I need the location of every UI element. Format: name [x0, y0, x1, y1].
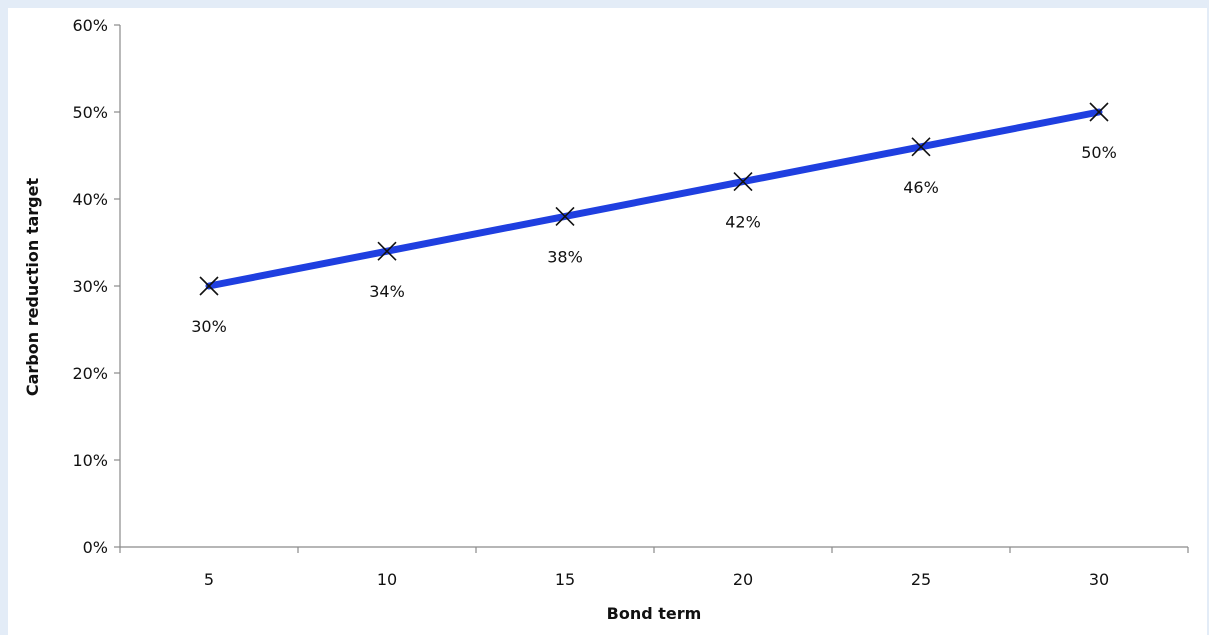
- data-point-marker: [911, 137, 931, 157]
- x-axis-title: Bond term: [607, 604, 702, 623]
- data-label: 50%: [1081, 143, 1117, 162]
- x-tick-label: 25: [911, 570, 931, 589]
- x-tick-label: 5: [204, 570, 214, 589]
- series-layer: [199, 102, 1109, 296]
- data-point-marker: [733, 172, 753, 192]
- data-label: 42%: [725, 213, 761, 232]
- line-chart: 0%10%20%30%40%50%60% 5 10 15 20 25 30 30%34%3…: [23, 16, 1189, 623]
- chart-frame: 0% 10% 20% 30% 40% 50% 60% 5 10 15 20 25 30 30% 34% 3…: [8, 8, 1207, 635]
- y-axis-title: Carbon reduction target: [23, 178, 42, 397]
- x-axis: 5 10 15 20 25 30: [119, 546, 1189, 589]
- y-tick-label: 50%: [72, 103, 108, 122]
- data-labels: 30% 34% 38% 42% 46% 50%: [191, 143, 1117, 336]
- x-tick-label: 30: [1089, 570, 1109, 589]
- data-label: 38%: [547, 247, 583, 266]
- data-label: 46%: [903, 178, 939, 197]
- data-label: 34%: [369, 282, 405, 301]
- y-tick-label: 40%: [72, 190, 108, 209]
- y-tick-label: 10%: [72, 451, 108, 470]
- x-tick-label: 15: [555, 570, 575, 589]
- y-tick-label: 20%: [72, 364, 108, 383]
- y-tick-label: 30%: [72, 277, 108, 296]
- data-label: 30%: [191, 317, 227, 336]
- data-point-marker: [555, 206, 575, 226]
- y-axis: 0% 10% 20% 30% 40% 50% 60%: [72, 16, 121, 557]
- data-point-marker: [1089, 102, 1109, 122]
- data-point-marker: [377, 241, 397, 261]
- series-line: [205, 108, 1103, 290]
- data-point-marker: [199, 276, 219, 296]
- x-tick-label: 10: [377, 570, 397, 589]
- x-tick-label: 20: [733, 570, 753, 589]
- y-tick-label: 60%: [72, 16, 108, 35]
- y-tick-label: 0%: [83, 538, 108, 557]
